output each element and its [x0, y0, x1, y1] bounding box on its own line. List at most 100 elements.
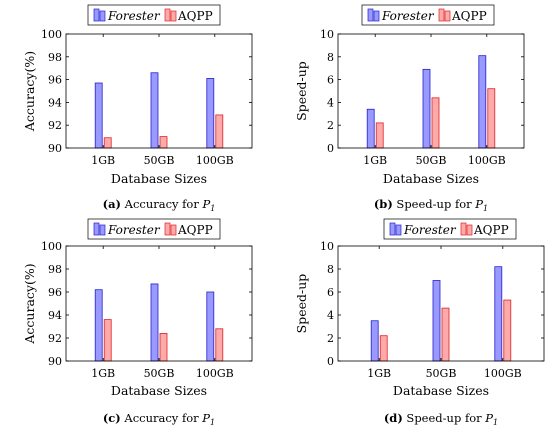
x-axis-label: Database Sizes	[383, 171, 479, 186]
chart-panel-4: 1GB 50GB 100GB 0 2 4 6 8 10 Speed-up Database Size…	[294, 218, 545, 427]
x-tick-label: 1GB	[363, 154, 387, 167]
x-tick-label: 100GB	[484, 367, 522, 380]
legend-swatch-aqpp-2	[170, 10, 177, 22]
y-tick-label: 4	[327, 96, 334, 109]
caption-text: Accuracy for	[121, 197, 203, 211]
forester-bar-50GB	[432, 280, 441, 362]
chart-panel-3: 1GB 50GB 100GB 90 92 94 96 98 100 Accuracy(%) Data…	[22, 218, 253, 427]
y-tick-label: 92	[48, 119, 62, 132]
y-axis-label: Speed-up	[294, 274, 309, 334]
forester-bar-1GB	[94, 82, 103, 149]
panel-caption: (d) Speed-up for P1	[384, 411, 498, 427]
legend: Forester AQPP	[361, 4, 495, 26]
y-tick-label: 8	[327, 51, 334, 64]
legend-label-aqpp: AQPP	[451, 9, 487, 23]
legend-swatch-forester	[389, 222, 396, 236]
forester-bar-1GB	[370, 320, 379, 362]
legend-swatch-forester-2	[99, 10, 106, 22]
caption-text: Accuracy for	[121, 411, 203, 425]
aqpp-bar-50GB	[159, 332, 168, 362]
legend: Forester AQPP	[87, 218, 221, 240]
caption-tag: (c)	[103, 411, 121, 425]
panel-caption: (b) Speed-up for P1	[374, 197, 488, 213]
legend-swatch-aqpp-2	[170, 224, 177, 236]
x-axis-label: Database Sizes	[111, 171, 207, 186]
y-tick-label: 100	[41, 28, 62, 41]
y-tick-label: 2	[327, 119, 334, 132]
aqpp-bar-1GB	[379, 335, 388, 362]
legend-swatch-forester	[93, 222, 100, 236]
forester-bar-1GB	[94, 289, 103, 362]
y-tick-label: 6	[327, 286, 334, 299]
x-tick-label: 100GB	[196, 367, 234, 380]
plot-frame	[337, 245, 545, 362]
x-tick-label: 50GB	[144, 154, 175, 167]
caption-var: P	[474, 197, 483, 211]
y-tick-label: 6	[327, 74, 334, 87]
aqpp-bar-50GB	[441, 307, 450, 362]
y-tick-label: 2	[327, 332, 334, 345]
legend-swatch-forester	[93, 8, 100, 22]
forester-bar-1GB	[366, 108, 375, 149]
x-tick-label: 1GB	[367, 367, 391, 380]
y-axis-label: Accuracy(%)	[22, 51, 37, 132]
caption-tag: (d)	[384, 411, 403, 425]
y-tick-label: 92	[48, 332, 62, 345]
x-tick-label: 50GB	[416, 154, 447, 167]
y-tick-label: 4	[327, 309, 334, 322]
x-tick-label: 1GB	[91, 154, 115, 167]
forester-bar-100GB	[494, 266, 503, 362]
forester-bar-100GB	[206, 78, 215, 149]
panel-caption: (a) Accuracy for P1	[103, 197, 216, 213]
y-tick-label: 10	[320, 240, 334, 253]
legend-label-forester: Forester	[381, 9, 435, 23]
plot-frame	[65, 33, 253, 149]
x-tick-label: 1GB	[91, 367, 115, 380]
aqpp-bar-1GB	[103, 137, 112, 149]
legend-label-forester: Forester	[403, 223, 457, 237]
legend-swatch-aqpp-2	[444, 10, 451, 22]
aqpp-bar-1GB	[103, 319, 112, 362]
legend-swatch-aqpp-2	[466, 224, 473, 236]
caption-subscript: 1	[210, 418, 215, 427]
y-tick-label: 98	[48, 263, 62, 276]
y-tick-label: 90	[48, 355, 62, 368]
aqpp-bar-50GB	[159, 136, 168, 149]
y-tick-label: 8	[327, 263, 334, 276]
legend-swatch-forester-2	[373, 10, 380, 22]
chart-panel-1: 1GB 50GB 100GB 90 92 94 96 98 100 Accuracy(%) Data…	[22, 4, 253, 213]
caption-var: P	[201, 411, 210, 425]
y-tick-label: 98	[48, 51, 62, 64]
caption-tag: (a)	[103, 197, 121, 211]
x-tick-label: 100GB	[196, 154, 234, 167]
legend-box	[87, 218, 221, 240]
y-tick-label: 100	[41, 240, 62, 253]
y-tick-label: 96	[48, 286, 62, 299]
x-tick-label: 50GB	[144, 367, 175, 380]
y-tick-label: 94	[48, 309, 62, 322]
x-tick-label: 50GB	[426, 367, 457, 380]
forester-bar-100GB	[206, 291, 215, 362]
caption-var: P	[202, 197, 211, 211]
legend-label-aqpp: AQPP	[473, 223, 509, 237]
panel-caption: (c) Accuracy for P1	[103, 411, 215, 427]
y-axis-label: Speed-up	[294, 61, 309, 121]
y-tick-label: 96	[48, 74, 62, 87]
aqpp-bar-100GB	[215, 114, 224, 149]
legend-swatch-aqpp	[460, 222, 467, 236]
legend: Forester AQPP	[383, 218, 517, 240]
aqpp-bar-100GB	[503, 299, 512, 362]
caption-var: P	[484, 411, 493, 425]
caption-text: Speed-up for	[403, 411, 486, 425]
forester-bar-50GB	[150, 283, 159, 362]
legend-label-aqpp: AQPP	[177, 9, 213, 23]
legend-box	[383, 218, 517, 240]
aqpp-bar-1GB	[375, 122, 384, 149]
legend-swatch-forester-2	[395, 224, 402, 236]
legend-swatch-aqpp	[164, 8, 171, 22]
legend-swatch-aqpp	[438, 8, 445, 22]
y-tick-label: 10	[320, 28, 334, 41]
forester-bar-100GB	[478, 55, 487, 149]
caption-subscript: 1	[493, 418, 498, 427]
